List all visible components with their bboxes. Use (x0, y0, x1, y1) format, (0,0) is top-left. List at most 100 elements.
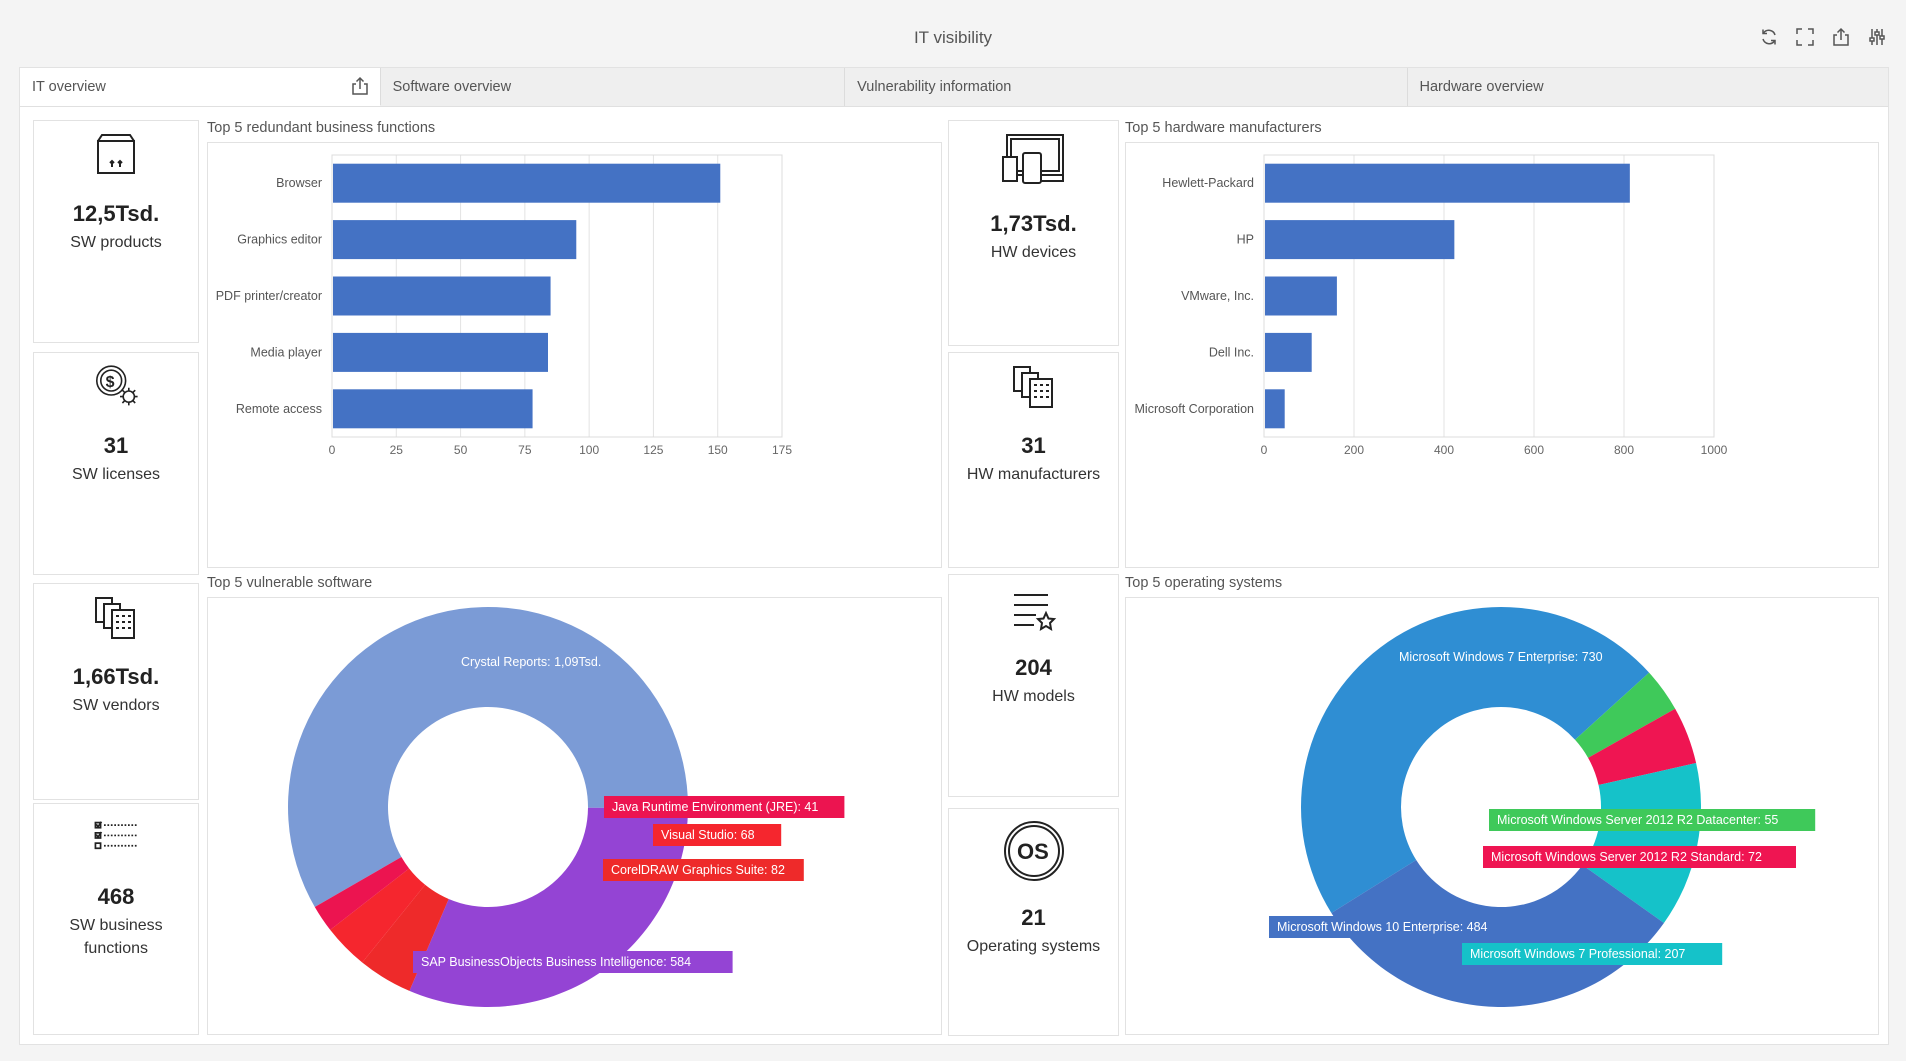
x-tick-label: 0 (1261, 443, 1268, 457)
bar[interactable] (333, 389, 533, 429)
category-label: Dell Inc. (1209, 345, 1254, 359)
kpi-value: 468 (97, 884, 135, 909)
bar[interactable] (1265, 276, 1337, 316)
slice-label: SAP BusinessObjects Business Intelligenc… (413, 951, 733, 973)
x-tick-label: 200 (1344, 443, 1364, 457)
bar[interactable] (333, 276, 551, 316)
toolbar (1758, 26, 1888, 48)
devices-icon (1001, 134, 1064, 184)
refresh-icon (1762, 29, 1776, 45)
kpi-value: 21 (1021, 905, 1046, 930)
bar[interactable] (1265, 163, 1630, 203)
svg-text:$: $ (106, 374, 115, 391)
share-icon[interactable] (350, 76, 370, 96)
bar[interactable] (1265, 332, 1312, 372)
tab-label: Hardware overview (1419, 79, 1544, 95)
share-icon (1833, 27, 1849, 46)
donut-slice[interactable] (1575, 672, 1676, 758)
bar[interactable] (333, 163, 721, 203)
kpi-label: HW models (992, 688, 1075, 705)
donut-slice[interactable] (330, 868, 426, 963)
bar[interactable] (333, 332, 548, 372)
donut-slice[interactable] (362, 884, 449, 991)
donut-slice[interactable] (288, 606, 689, 907)
refresh-button[interactable] (1758, 26, 1780, 48)
kpi-hw-devices[interactable]: 1,73Tsd. HW devices (948, 120, 1119, 346)
building-icon (1012, 366, 1053, 408)
slice-label: Visual Studio: 68 (653, 824, 782, 846)
kpi-value: 12,5Tsd. (72, 201, 160, 226)
kpi-operating-systems[interactable]: OS 21 Operating systems (948, 808, 1119, 1036)
kpi-label: SW business functions (69, 917, 163, 957)
app-title: IT visibility (913, 28, 993, 47)
donut-slice[interactable] (314, 857, 410, 930)
donut-slice[interactable] (409, 807, 688, 1007)
category-label: Remote access (236, 402, 322, 416)
donut-chart-svg: Microsoft Windows 7 Enterprise: 730 Micro… (1269, 607, 1816, 1007)
share-button[interactable] (1830, 26, 1852, 48)
category-label: HP (1237, 233, 1254, 247)
slice-label: Crystal Reports: 1,09Tsd. (461, 655, 601, 669)
svg-text:Microsoft Windows Server 2012: Microsoft Windows Server 2012 R2 Standar… (1491, 850, 1762, 864)
kpi-label: HW devices (990, 244, 1077, 261)
slice-label: Microsoft Windows 7 Professional: 207 (1462, 943, 1723, 965)
category-label: PDF printer/creator (216, 289, 322, 303)
kpi-sw-products[interactable]: 12,5Tsd. SW products (33, 120, 199, 343)
panel-title: Top 5 hardware manufacturers (1125, 120, 1322, 136)
x-tick-label: 25 (390, 443, 404, 457)
list-star-icon (1013, 594, 1056, 631)
donut-slice[interactable] (1588, 708, 1697, 786)
kpi-value: 1,73Tsd. (990, 211, 1077, 236)
kpi-label: SW products (70, 234, 162, 251)
bar[interactable] (1265, 389, 1285, 429)
svg-text:Java Runtime Environment (JRE): Java Runtime Environment (JRE): 41 (612, 800, 818, 814)
tab-label: Vulnerability information (857, 79, 1012, 95)
kpi-value: 204 (1015, 655, 1052, 680)
x-tick-label: 0 (329, 443, 336, 457)
settings-button[interactable] (1866, 26, 1888, 48)
x-tick-label: 175 (772, 443, 792, 457)
kpi-sw-vendors[interactable]: 1,66Tsd. SW vendors (33, 583, 199, 800)
bar[interactable] (1265, 220, 1455, 260)
kpi-sw-licenses[interactable]: $ 31 SW licenses (33, 352, 199, 575)
bar[interactable] (333, 220, 577, 260)
tab-hardware-overview[interactable]: Hardware overview (1407, 68, 1888, 106)
kpi-label: SW licenses (71, 466, 161, 483)
x-tick-label: 1000 (1701, 443, 1728, 457)
kpi-sw-business-functions[interactable]: 468 SW business functions (33, 803, 199, 1035)
x-tick-label: 50 (454, 443, 468, 457)
redundant-functions-chart: 0 25 50 75 100 125 150 175 Browser Graphics edito… (207, 142, 942, 568)
svg-text:SAP BusinessObjects Business I: SAP BusinessObjects Business Intelligenc… (421, 955, 691, 969)
kpi-label: SW vendors (72, 697, 160, 714)
kpi-hw-models[interactable]: 204 HW models (948, 574, 1119, 797)
tab-it-overview[interactable]: IT overview (20, 68, 381, 106)
x-tick-label: 800 (1614, 443, 1634, 457)
donut-chart-svg: Crystal Reports: 1,09Tsd. SAP BusinessObj… (288, 606, 845, 1007)
slice-label: Microsoft Windows 7 Enterprise: 730 (1399, 650, 1603, 664)
dashboard-frame: IT overview Software overview Vulnerabil… (19, 67, 1889, 1045)
panel-title: Top 5 vulnerable software (207, 575, 373, 591)
svg-text:Crystal Reports: 1,09Tsd.: Crystal Reports: 1,09Tsd. (461, 655, 601, 669)
kpi-label: Operating systems (966, 938, 1101, 955)
category-label: Media player (250, 345, 322, 359)
kpi-hw-manufacturers[interactable]: 31 HW manufacturers (948, 352, 1119, 568)
category-label: Hewlett-Packard (1162, 176, 1254, 190)
tab-vulnerability-information[interactable]: Vulnerability information (845, 68, 1408, 106)
vulnerable-software-chart: Crystal Reports: 1,09Tsd. SAP BusinessObj… (207, 597, 942, 1035)
category-label: Microsoft Corporation (1135, 402, 1255, 416)
panel-title: Top 5 operating systems (1125, 575, 1283, 591)
svg-text:Microsoft Windows 10 Enterpris: Microsoft Windows 10 Enterprise: 484 (1277, 920, 1488, 934)
plot-border (1263, 154, 1715, 438)
donut-slice[interactable] (1582, 763, 1701, 923)
x-tick-label: 150 (708, 443, 728, 457)
fullscreen-button[interactable] (1794, 26, 1816, 48)
tab-label: IT overview (32, 78, 106, 95)
svg-text:Microsoft Windows Server 2012: Microsoft Windows Server 2012 R2 Datacen… (1497, 813, 1778, 827)
donut-slice[interactable] (1301, 607, 1650, 913)
hw-manufacturers-chart: 0 200 400 600 800 1000 Hewlett-Packard HP VMware… (1125, 142, 1879, 568)
slice-label: Microsoft Windows Server 2012 R2 Standar… (1483, 846, 1796, 868)
tab-software-overview[interactable]: Software overview (380, 68, 846, 106)
svg-text:Microsoft Windows 7 Enterprise: Microsoft Windows 7 Enterprise: 730 (1399, 650, 1603, 664)
x-tick-label: 125 (643, 443, 663, 457)
box-icon (97, 134, 135, 174)
